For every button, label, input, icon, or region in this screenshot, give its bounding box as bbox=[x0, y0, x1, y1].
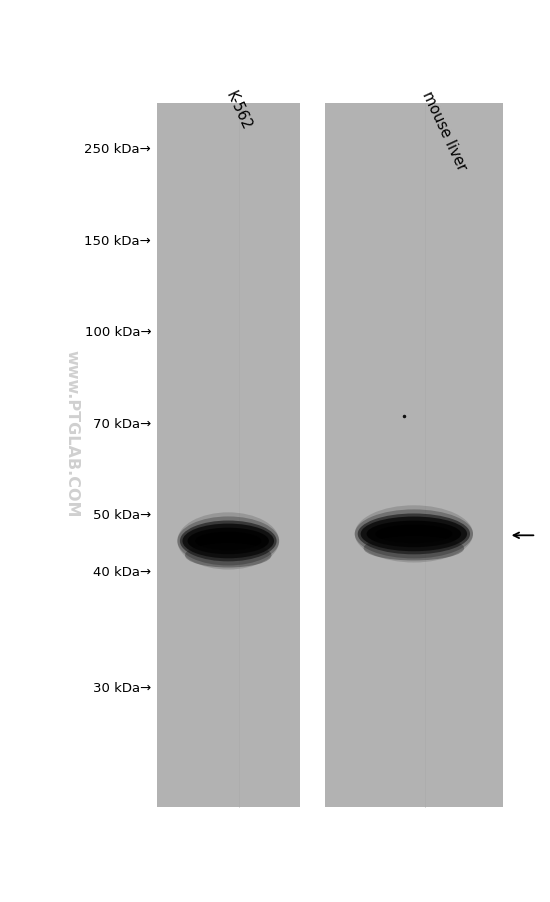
Text: 100 kDa→: 100 kDa→ bbox=[85, 326, 151, 339]
Bar bbox=[157, 104, 300, 807]
Text: K-562: K-562 bbox=[223, 88, 254, 132]
Text: 50 kDa→: 50 kDa→ bbox=[93, 509, 151, 521]
Text: 150 kDa→: 150 kDa→ bbox=[85, 235, 151, 247]
Ellipse shape bbox=[180, 521, 277, 562]
Ellipse shape bbox=[178, 517, 279, 566]
Ellipse shape bbox=[361, 517, 467, 552]
Text: 70 kDa→: 70 kDa→ bbox=[93, 418, 151, 430]
Ellipse shape bbox=[188, 528, 269, 555]
Ellipse shape bbox=[366, 521, 461, 548]
Ellipse shape bbox=[355, 506, 473, 563]
Text: www.PTGLAB.COM: www.PTGLAB.COM bbox=[64, 349, 79, 517]
Ellipse shape bbox=[183, 524, 274, 558]
Text: mouse liver: mouse liver bbox=[419, 88, 469, 172]
Text: 30 kDa→: 30 kDa→ bbox=[93, 681, 151, 695]
Text: 40 kDa→: 40 kDa→ bbox=[93, 566, 151, 578]
Text: 250 kDa→: 250 kDa→ bbox=[85, 143, 151, 156]
Bar bbox=[324, 104, 503, 807]
Ellipse shape bbox=[185, 543, 272, 568]
Ellipse shape bbox=[364, 537, 464, 561]
Ellipse shape bbox=[195, 532, 261, 550]
Ellipse shape bbox=[178, 512, 279, 570]
Ellipse shape bbox=[355, 510, 473, 559]
Ellipse shape bbox=[358, 514, 470, 555]
Ellipse shape bbox=[376, 525, 452, 544]
